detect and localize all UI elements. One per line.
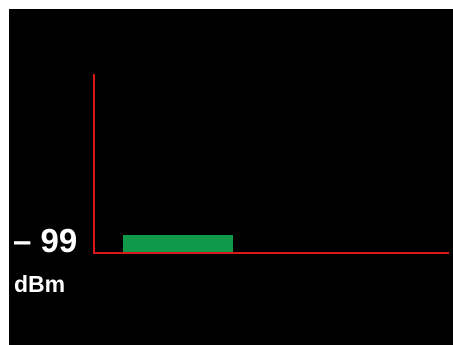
signal-meter-screen: – 99 dBm	[9, 9, 453, 345]
signal-level-value: – 99	[13, 222, 78, 259]
x-axis-line	[93, 252, 449, 254]
y-axis-line	[93, 74, 95, 254]
signal-level-unit: dBm	[14, 271, 66, 297]
signal-level-bar	[123, 235, 233, 252]
